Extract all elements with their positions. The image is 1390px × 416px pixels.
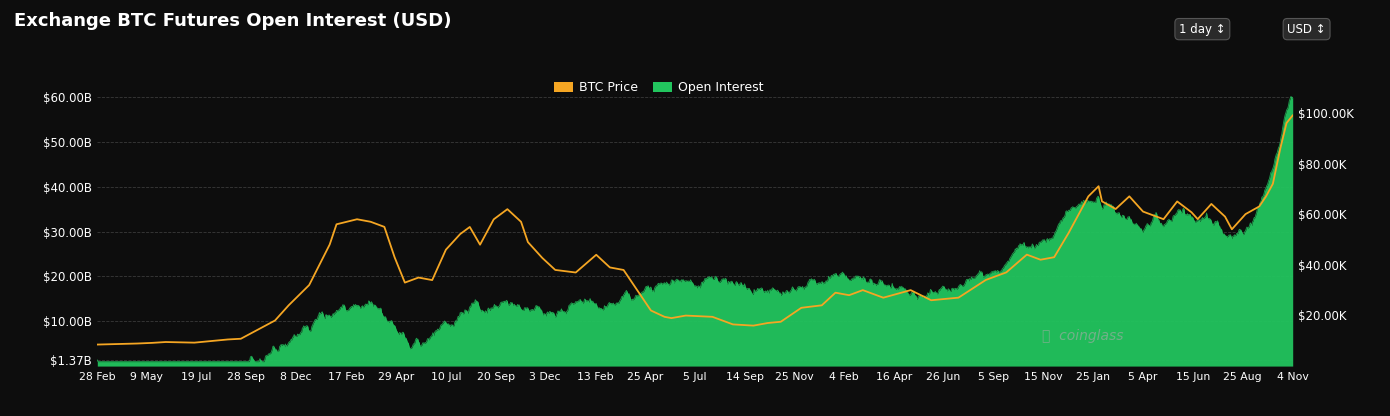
Text: 1 day ↕: 1 day ↕ — [1179, 22, 1226, 36]
Text: USD ↕: USD ↕ — [1287, 22, 1326, 36]
Text: Exchange BTC Futures Open Interest (USD): Exchange BTC Futures Open Interest (USD) — [14, 12, 452, 30]
Text: 🦎  coinglass: 🦎 coinglass — [1041, 329, 1123, 343]
Legend: BTC Price, Open Interest: BTC Price, Open Interest — [555, 81, 764, 94]
